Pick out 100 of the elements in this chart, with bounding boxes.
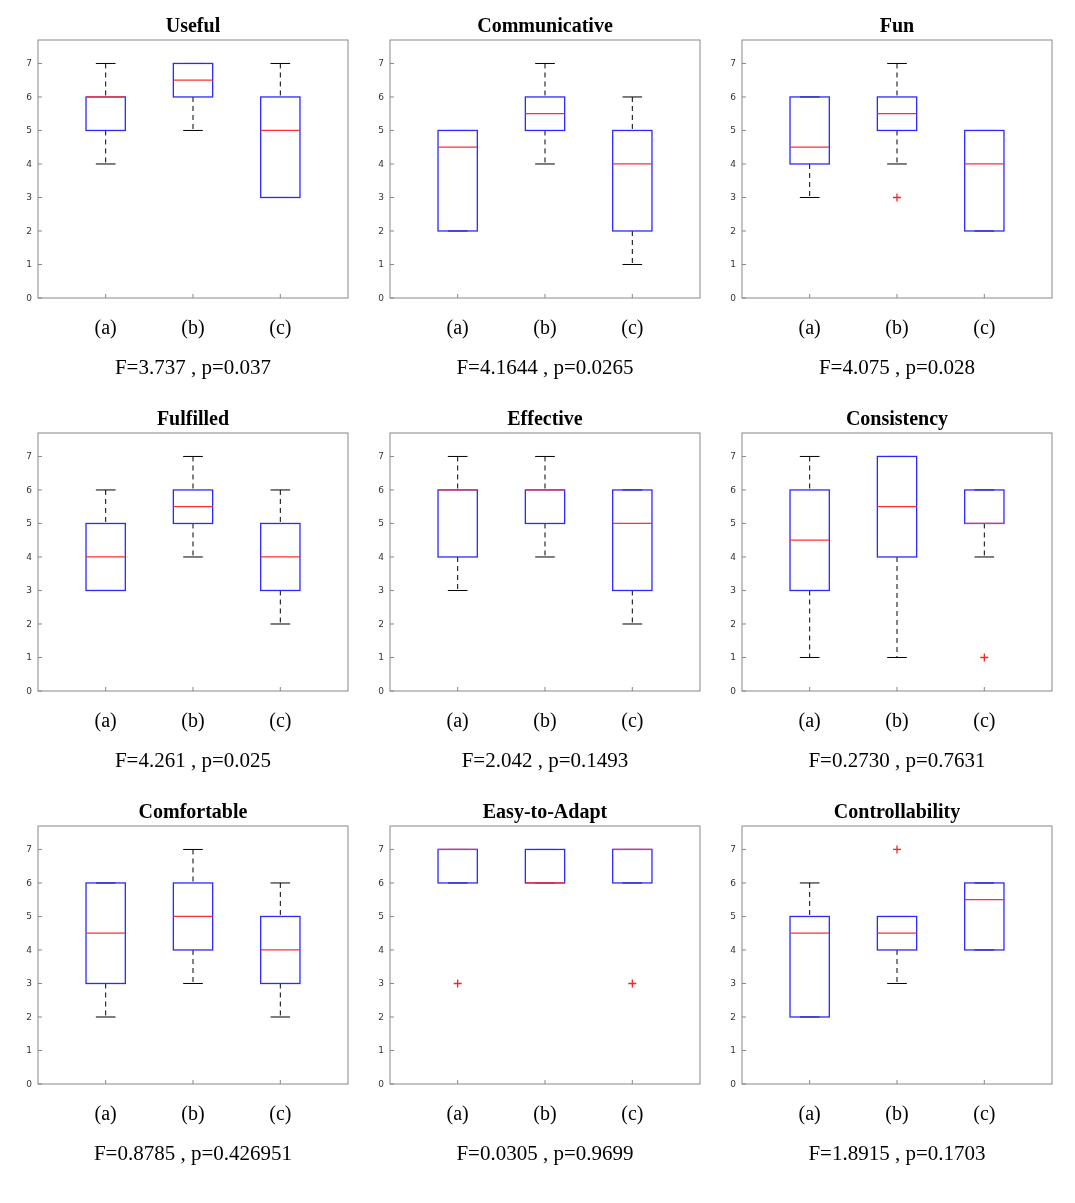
y-tick-label: 6 — [378, 877, 385, 888]
x-tick-label: (b) — [885, 709, 909, 732]
x-tick-label: (c) — [621, 316, 644, 339]
text: F=0.8785 , p=0.426951 — [93, 1141, 293, 1165]
x-tick-label: (b) — [885, 316, 909, 339]
x-tick-label: (b) — [533, 316, 557, 339]
y-tick-label: 6 — [26, 91, 33, 102]
y-tick-label: 5 — [378, 911, 384, 922]
y-tick-label: 7 — [26, 451, 32, 462]
text: F=4.1644 , p=0.0265 — [456, 355, 634, 379]
y-tick-label: 2 — [730, 225, 736, 236]
x-tick-label: (a) — [798, 1102, 821, 1125]
x-tick-label: (a) — [446, 316, 469, 339]
y-tick-label: 3 — [26, 192, 32, 203]
y-tick-label: 6 — [378, 484, 385, 495]
x-tick-label: (a) — [94, 316, 117, 339]
y-tick-label: 2 — [378, 1011, 384, 1022]
x-tick-label: (b) — [181, 709, 205, 732]
x-tick-label: (a) — [798, 709, 821, 732]
x-tick-label: (c) — [973, 316, 996, 339]
y-tick-label: 1 — [730, 259, 736, 270]
y-tick-label: 5 — [26, 911, 32, 922]
y-tick-label: 2 — [730, 1011, 736, 1022]
x-tick-label: (c) — [269, 316, 292, 339]
y-tick-label: 5 — [378, 518, 384, 529]
y-tick-label: 7 — [378, 451, 384, 462]
y-tick-label: 0 — [730, 685, 737, 696]
chart-title: Communicative — [477, 14, 613, 36]
y-tick-label: 2 — [26, 225, 32, 236]
x-tick-label: (c) — [269, 1102, 292, 1125]
y-tick-label: 4 — [730, 551, 737, 562]
y-tick-label: 1 — [26, 259, 32, 270]
y-tick-label: 0 — [378, 685, 385, 696]
y-tick-label: 4 — [730, 158, 737, 169]
y-tick-label: 1 — [378, 652, 384, 663]
y-tick-label: 3 — [26, 978, 32, 989]
y-tick-label: 2 — [378, 225, 384, 236]
y-tick-label: 7 — [378, 844, 384, 855]
x-tick-label: (b) — [181, 1102, 205, 1125]
x-tick-label: (a) — [798, 316, 821, 339]
text: F=1.8915 , p=0.1703 — [808, 1141, 986, 1165]
y-tick-label: 5 — [26, 125, 32, 136]
chart-title: Fulfilled — [156, 407, 230, 429]
text: F=2.042 , p=0.1493 — [461, 748, 629, 772]
y-tick-label: 7 — [730, 451, 736, 462]
x-tick-label: (b) — [181, 316, 205, 339]
y-tick-label: 3 — [26, 585, 32, 596]
x-tick-label: (c) — [621, 709, 644, 732]
y-tick-label: 4 — [26, 158, 33, 169]
y-tick-label: 4 — [730, 944, 737, 955]
y-tick-label: 6 — [26, 484, 33, 495]
chart-title: Comfortable — [138, 800, 248, 822]
y-tick-label: 7 — [730, 844, 736, 855]
chart-title: Controllability — [833, 800, 961, 823]
y-tick-label: 2 — [26, 1011, 32, 1022]
y-tick-label: 6 — [26, 877, 33, 888]
x-tick-label: (c) — [973, 709, 996, 732]
text: F=3.737 , p=0.037 — [114, 355, 272, 379]
y-tick-label: 3 — [378, 978, 384, 989]
y-tick-label: 3 — [378, 585, 384, 596]
y-tick-label: 5 — [378, 125, 384, 136]
y-tick-label: 4 — [378, 551, 385, 562]
y-tick-label: 6 — [378, 91, 385, 102]
y-tick-label: 1 — [26, 1045, 32, 1056]
chart-title: Useful — [165, 14, 221, 36]
y-tick-label: 7 — [730, 58, 736, 69]
x-tick-label: (a) — [446, 1102, 469, 1125]
y-tick-label: 7 — [378, 58, 384, 69]
y-tick-label: 0 — [378, 1078, 385, 1089]
y-tick-label: 7 — [26, 58, 32, 69]
y-tick-label: 6 — [730, 484, 737, 495]
y-tick-label: 0 — [26, 1078, 33, 1089]
text: F=4.261 , p=0.025 — [114, 748, 272, 772]
chart-title: Consistency — [845, 407, 949, 430]
y-tick-label: 2 — [378, 618, 384, 629]
chart-title: Effective — [507, 407, 583, 429]
y-tick-label: 0 — [378, 292, 385, 303]
y-tick-label: 1 — [378, 259, 384, 270]
y-tick-label: 5 — [730, 911, 736, 922]
text: F=0.2730 , p=0.7631 — [808, 748, 986, 772]
chart-title: Easy-to-Adapt — [482, 800, 608, 823]
x-tick-label: (a) — [94, 709, 117, 732]
y-tick-label: 7 — [26, 844, 32, 855]
y-tick-label: 0 — [26, 685, 33, 696]
x-tick-label: (b) — [885, 1102, 909, 1125]
text: F=0.0305 , p=0.9699 — [456, 1141, 634, 1165]
y-tick-label: 4 — [378, 158, 385, 169]
y-tick-label: 3 — [730, 978, 736, 989]
y-tick-label: 3 — [378, 192, 384, 203]
y-tick-label: 5 — [730, 518, 736, 529]
y-tick-label: 0 — [730, 1078, 737, 1089]
y-tick-label: 1 — [26, 652, 32, 663]
y-tick-label: 0 — [26, 292, 33, 303]
y-tick-label: 2 — [26, 618, 32, 629]
y-tick-label: 5 — [730, 125, 736, 136]
chart-title: Fun — [879, 14, 915, 36]
y-tick-label: 1 — [378, 1045, 384, 1056]
y-tick-label: 4 — [26, 551, 33, 562]
x-tick-label: (a) — [94, 1102, 117, 1125]
y-tick-label: 2 — [730, 618, 736, 629]
